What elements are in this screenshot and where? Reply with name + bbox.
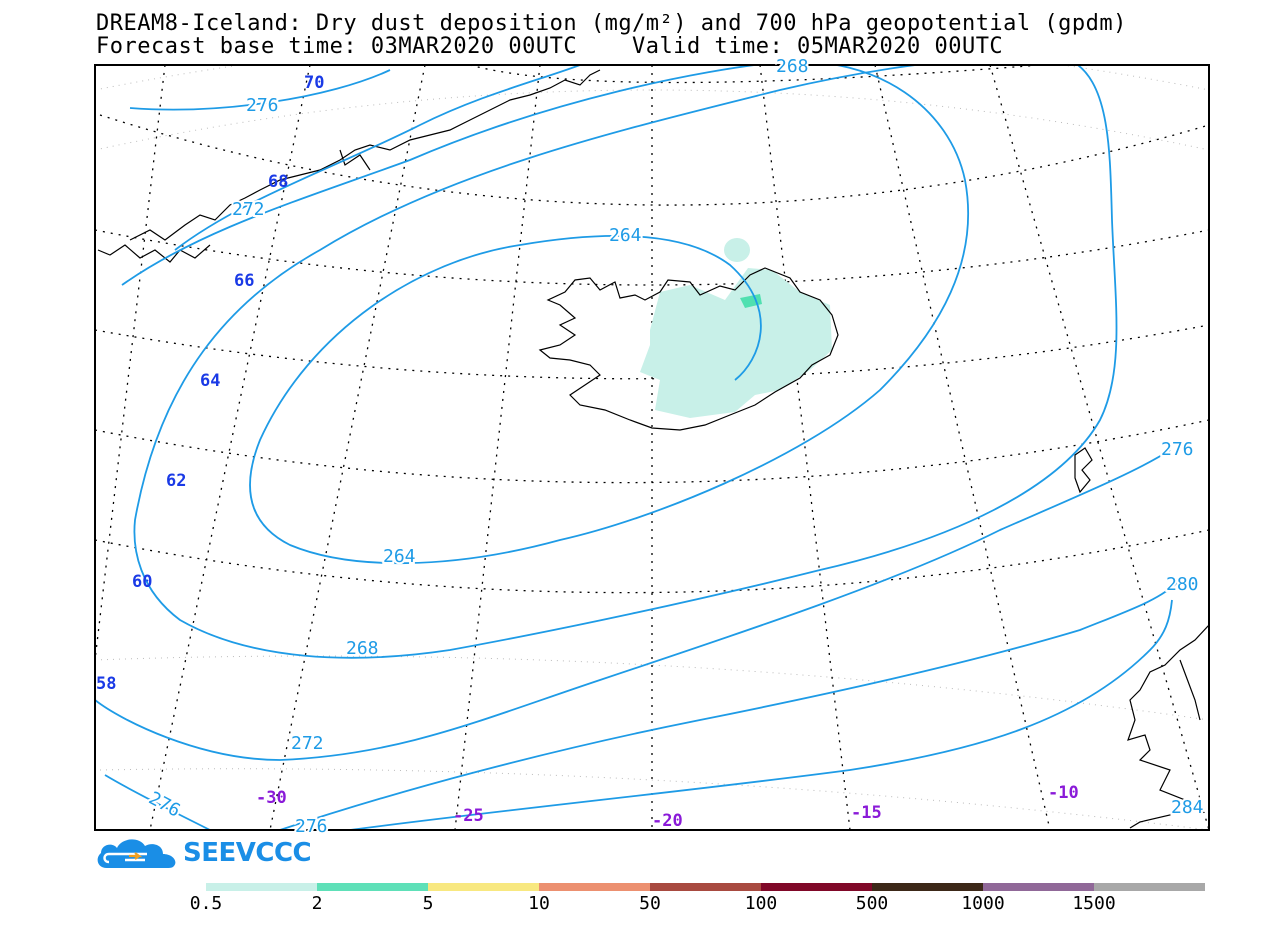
lat-label: 70 (304, 73, 324, 93)
lat-label: 68 (268, 172, 288, 192)
lon-label: -20 (652, 811, 683, 831)
colorbar-tick: 1500 (1072, 893, 1116, 914)
colorbar-tick: 1000 (961, 893, 1005, 914)
contour-label: 268 (346, 638, 379, 659)
colorbar-tick: 2 (311, 893, 323, 914)
map-subtitle: Forecast base time: 03MAR2020 00UTC Vali… (96, 34, 1004, 59)
dust-deposition (640, 238, 832, 418)
latitude-grid (95, 65, 1209, 594)
colorbar-swatch (872, 883, 983, 891)
contour-label: 268 (776, 56, 809, 77)
minor-grid (95, 65, 1209, 830)
contour-label: 264 (609, 225, 642, 246)
lon-label: -15 (851, 803, 882, 823)
map-title: DREAM8-Iceland: Dry dust deposition (mg/… (96, 11, 1127, 36)
contour-label: 276 (246, 95, 279, 116)
contour-label: 284 (1171, 797, 1204, 818)
lat-label: 62 (166, 471, 186, 491)
colorbar-tick: 100 (744, 893, 778, 914)
contour-label: 280 (1166, 574, 1199, 595)
lat-label: 66 (234, 271, 254, 291)
coastlines (97, 69, 1209, 829)
geopotential-contours (95, 65, 1181, 830)
lat-label: 58 (96, 674, 116, 694)
colorbar-swatch (428, 883, 539, 891)
contour-label: 276 (295, 816, 328, 837)
contour-label: 276 (1161, 439, 1194, 460)
colorbar-tick: 5 (422, 893, 434, 914)
contour-label: 272 (232, 199, 265, 220)
lon-label: -30 (256, 788, 287, 808)
colorbar-tick: 50 (639, 893, 661, 914)
contour-label: 264 (383, 546, 416, 567)
colorbar-tick: 500 (855, 893, 889, 914)
colorbar-swatch (650, 883, 761, 891)
colorbar (206, 883, 1205, 891)
colorbar-swatch (761, 883, 872, 891)
lat-label: 60 (132, 572, 152, 592)
cloud-arrow-icon (97, 839, 176, 868)
colorbar-swatch (317, 883, 428, 891)
colorbar-swatch (1094, 883, 1205, 891)
lat-label: 64 (200, 371, 220, 391)
longitude-grid (95, 65, 1209, 830)
contour-label: 276 (145, 788, 184, 822)
lon-label: -25 (453, 806, 484, 826)
colorbar-swatch (983, 883, 1094, 891)
logo-text: SEEVCCC (183, 838, 312, 868)
contour-label: 272 (291, 733, 324, 754)
colorbar-tick: 10 (528, 893, 550, 914)
lon-label: -10 (1048, 783, 1079, 803)
colorbar-swatch (539, 883, 650, 891)
colorbar-tick: 0.5 (189, 893, 223, 914)
map-frame (94, 64, 1210, 831)
colorbar-swatch (206, 883, 317, 891)
